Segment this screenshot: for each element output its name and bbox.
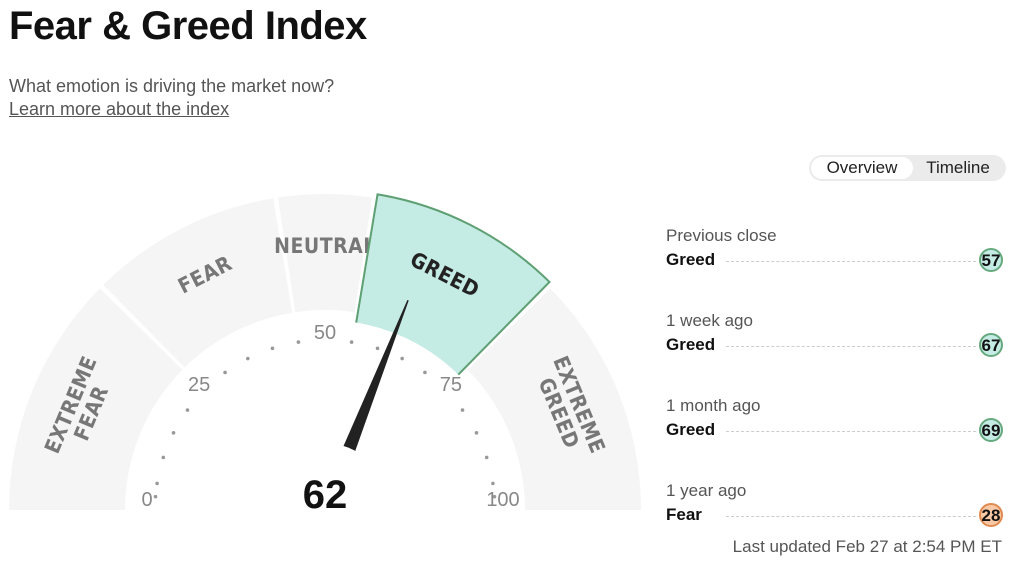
gauge-value: 62 (303, 473, 348, 517)
history-rating: Greed (666, 250, 722, 270)
gauge-tick-label: 25 (188, 374, 210, 396)
history-value-badge: 67 (979, 333, 1003, 357)
history-label: 1 week ago (666, 311, 753, 330)
gauge-tick-dot (171, 431, 176, 435)
gauge-tick-dot (161, 455, 166, 460)
dash-divider (726, 346, 976, 347)
gauge-tick-dot (484, 455, 489, 460)
gauge-tick-dot (223, 370, 227, 375)
gauge-tick-dot (423, 370, 427, 375)
history-label: 1 year ago (666, 481, 747, 500)
fear-greed-gauge: EXTREMEFEARFEARNEUTRALGREEDEXTREMEGREED0… (9, 193, 641, 567)
gauge-tick-dot (185, 408, 190, 412)
gauge-tick-dot (491, 481, 495, 486)
history-value-badge: 28 (979, 503, 1003, 527)
gauge-tick-dot (400, 356, 404, 361)
history-value-badge: 57 (979, 248, 1003, 272)
gauge-zone-extreme-fear (9, 288, 183, 510)
gauge-inner-area (135, 320, 515, 510)
history-label: 1 month ago (666, 396, 761, 415)
gauge-center-mask (255, 518, 395, 548)
gauge-tick-label: 0 (141, 489, 152, 511)
dash-divider (726, 516, 976, 517)
gauge-tick-dot (349, 340, 354, 344)
gauge-tick-dot (460, 408, 465, 412)
gauge-tick-dot (270, 346, 275, 351)
gauge-zone-extreme-greed (467, 288, 641, 510)
gauge-tick-dot (153, 494, 158, 499)
gauge-tick-label: 50 (314, 322, 336, 344)
learn-more-link[interactable]: Learn more about the index (9, 99, 230, 119)
gauge-tick-dot (474, 431, 479, 435)
history-rating: Fear (666, 505, 708, 525)
last-updated-text: Last updated Feb 27 at 2:54 PM ET (732, 537, 1002, 556)
gauge-zone-label: NEUTRAL (274, 234, 376, 258)
gauge-zone-fear (103, 198, 293, 368)
history-row-1-month-ago: 1 month ago Greed 69 (666, 396, 1006, 466)
history-rating: Greed (666, 420, 722, 440)
view-toggle: Overview Timeline (809, 155, 1006, 181)
gauge-zone-neutral (278, 194, 372, 313)
dash-divider (726, 431, 976, 432)
timeline-tab[interactable]: Timeline (926, 158, 990, 177)
gauge-tick-dot (246, 356, 250, 361)
gauge-tick-dot (296, 340, 301, 344)
dash-divider (726, 261, 976, 262)
gauge-tick-label: 75 (440, 374, 462, 396)
history-row-previous-close: Previous close Greed 57 (666, 226, 1006, 296)
history-row-1-year-ago: 1 year ago Fear 28 (666, 481, 1006, 551)
gauge-tick-dot (492, 494, 497, 499)
history-rating: Greed (666, 335, 722, 355)
gauge-tick-dot (375, 346, 380, 351)
history-value-badge: 69 (979, 418, 1003, 442)
gauge-tick-dot (155, 481, 159, 486)
history-label: Previous close (666, 226, 777, 245)
history-row-1-week-ago: 1 week ago Greed 67 (666, 311, 1006, 381)
page-subtitle: What emotion is driving the market now? (9, 76, 335, 96)
gauge-tick-label: 100 (486, 489, 519, 511)
page-title: Fear & Greed Index (9, 4, 367, 48)
overview-tab[interactable]: Overview (811, 157, 913, 179)
